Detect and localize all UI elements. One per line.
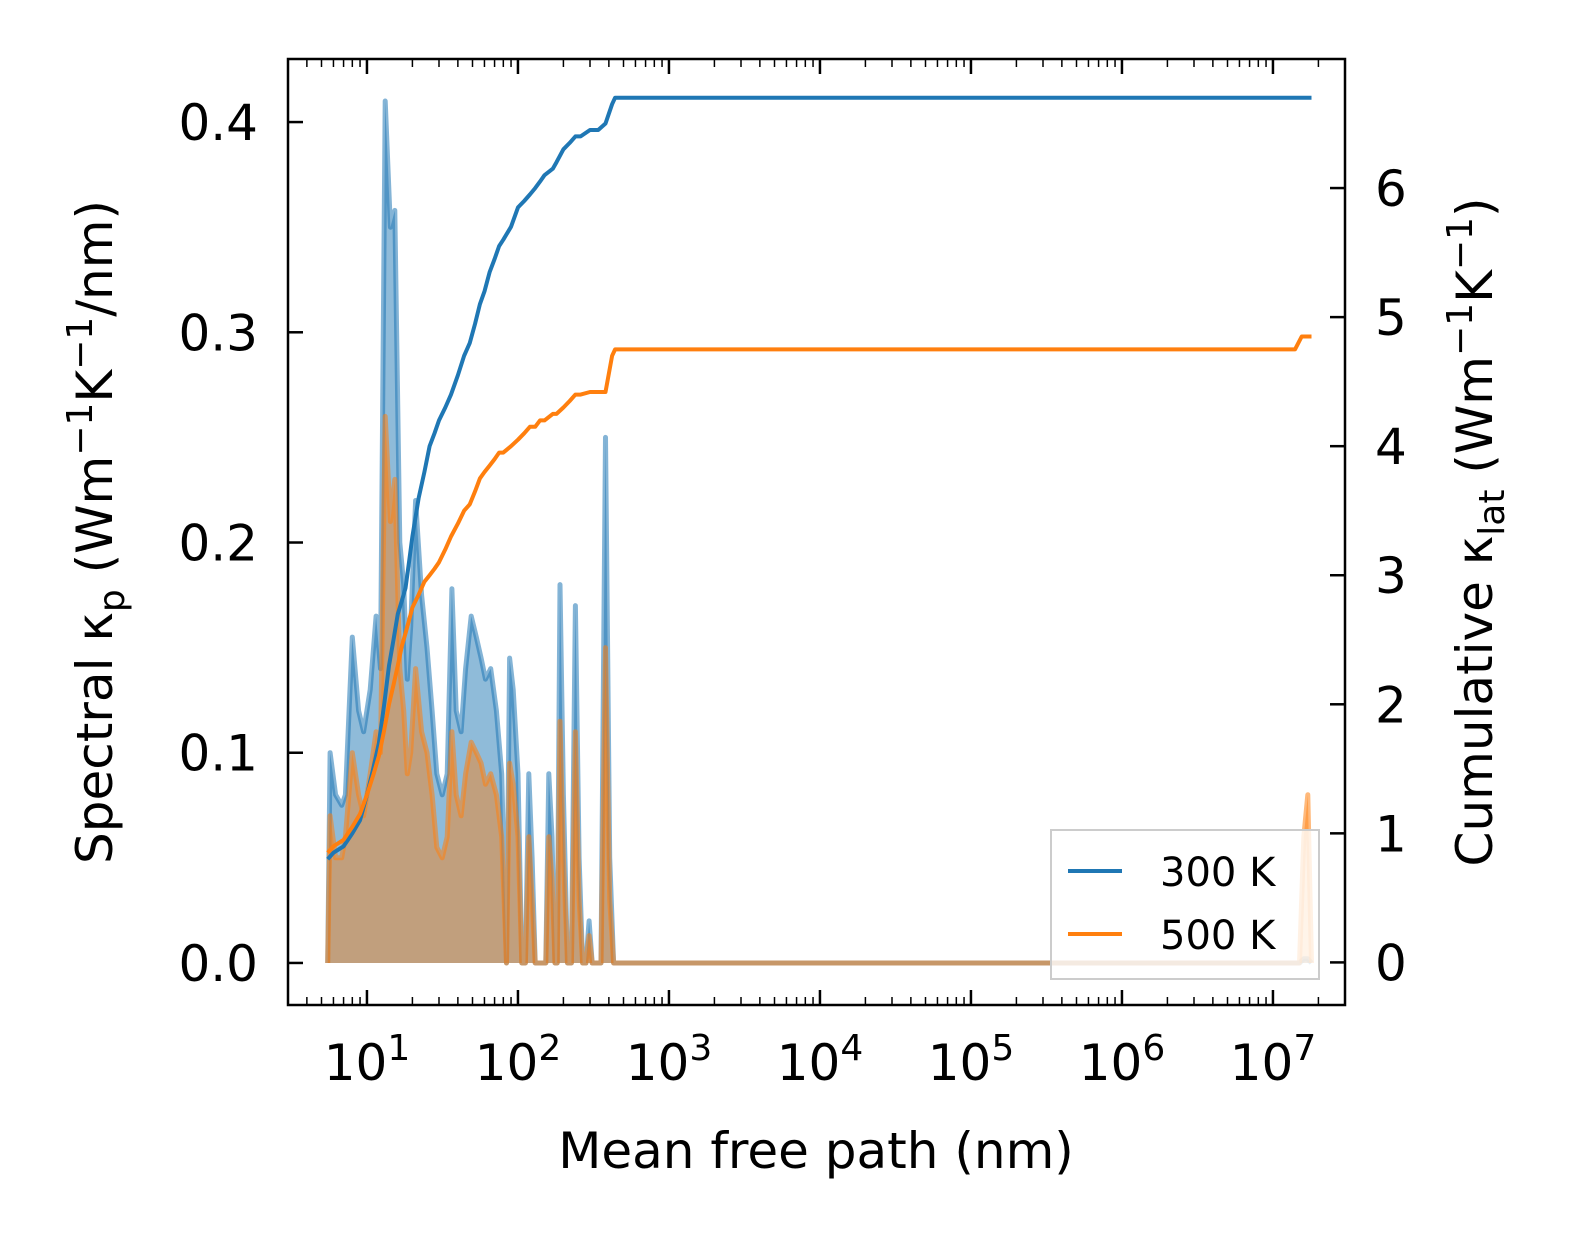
left-tick-label: 0.0 [178,935,258,993]
x-axis-label: Mean free path (nm) [558,1122,1074,1180]
x-tick-label: 101 [324,1028,411,1092]
x-tick-label: 105 [928,1028,1015,1092]
right-tick-label: 4 [1375,418,1407,476]
right-axis-label: Cumulative κlat (Wm−1K−1) [1440,198,1513,867]
legend-box [1050,829,1320,980]
right-tick-label: 0 [1375,934,1407,992]
left-axis-ticks: 0.0 0.1 0.2 0.3 0.4 [178,94,303,993]
data-lines [326,95,1312,861]
plot-frame [286,57,1347,1007]
x-tick-label: 106 [1079,1028,1166,1092]
x-tick-label: 107 [1230,1028,1317,1092]
left-tick-label: 0.3 [178,304,258,362]
x-tick-label: 103 [626,1028,713,1092]
spectral-fills [325,98,1314,966]
right-tick-label: 3 [1375,547,1407,605]
right-tick-label: 5 [1375,289,1407,347]
cumulative-line-500k [326,334,1312,855]
x-tick-label: 104 [777,1028,864,1092]
spectral-line-500k [325,413,1314,966]
cumulative-line-300k [326,95,1312,861]
legend-label-500k: 500 K [1160,913,1277,959]
legend-label-300k: 300 K [1160,850,1277,896]
right-axis-ticks: 0 1 2 3 4 5 6 [1330,160,1407,992]
left-tick-label: 0.2 [178,515,258,573]
right-tick-label: 6 [1375,160,1407,218]
left-axis-label: Spectral κp (Wm−1K−1/nm) [60,200,133,864]
spectral-fill-500k [327,416,1312,963]
x-tick-label: 102 [475,1028,562,1092]
legend: 300 K 500 K [1050,829,1320,980]
x-axis-ticks: 101 102 103 104 105 106 107 [287,59,1346,1092]
left-tick-label: 0.4 [178,94,258,152]
left-tick-label: 0.1 [178,725,258,783]
right-tick-label: 1 [1375,805,1407,863]
right-tick-label: 2 [1375,676,1407,734]
spectral-fill-300k [327,101,1312,963]
